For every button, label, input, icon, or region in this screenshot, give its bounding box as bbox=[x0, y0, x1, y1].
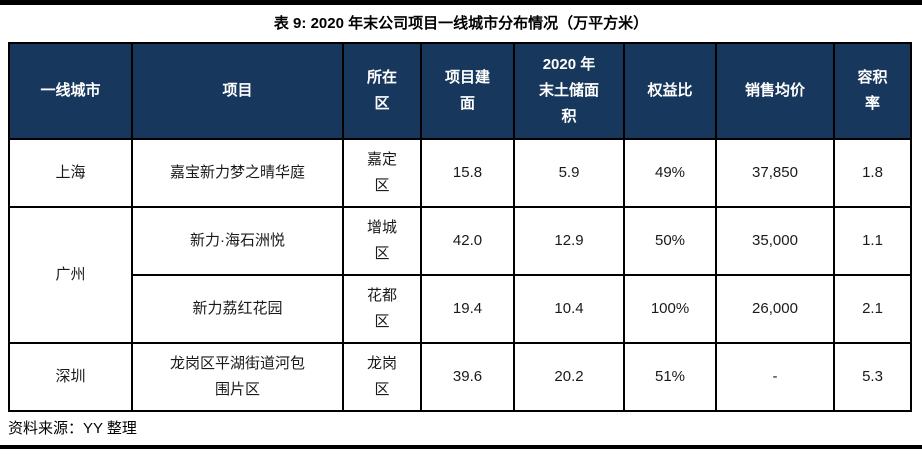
equity-ratio-cell: 50% bbox=[623, 206, 717, 276]
city-cell: 上海 bbox=[8, 138, 133, 208]
project-cell: 新力·海石洲悦 bbox=[131, 206, 344, 276]
table-title: 表 9: 2020 年末公司项目一线城市分布情况（万平方米） bbox=[273, 15, 649, 32]
source-note: 资料来源：YY 整理 bbox=[8, 420, 137, 437]
built-area-cell: 19.4 bbox=[420, 274, 515, 344]
avg-price-cell: 26,000 bbox=[715, 274, 835, 344]
equity-ratio-cell: 100% bbox=[623, 274, 717, 344]
projects-table: 一线城市 项目 所在 区 项目建 面 2020 年 末土储面 积 权益比 销售均… bbox=[8, 42, 912, 412]
equity-ratio-cell: 49% bbox=[623, 138, 717, 208]
district-cell: 增城 区 bbox=[342, 206, 422, 276]
land-reserve-cell: 20.2 bbox=[513, 342, 625, 412]
table-row-guangzhou-1: 广州 新力·海石洲悦 增城 区 42.0 12.9 50% 35,000 1.1 bbox=[8, 206, 912, 344]
equity-ratio-cell: 51% bbox=[623, 342, 717, 412]
plot-ratio-cell: 2.1 bbox=[833, 274, 912, 344]
city-cell: 广州 bbox=[8, 206, 133, 344]
built-area-cell: 39.6 bbox=[420, 342, 515, 412]
district-cell: 龙岗 区 bbox=[342, 342, 422, 412]
land-reserve-cell: 10.4 bbox=[513, 274, 625, 344]
col-header-avg-price: 销售均价 bbox=[715, 42, 835, 140]
col-header-land-reserve: 2020 年 末土储面 积 bbox=[513, 42, 625, 140]
col-header-project: 项目 bbox=[131, 42, 344, 140]
table-row-guangzhou-2: 新力荔红花园 花都 区 19.4 10.4 100% 26,000 2.1 bbox=[9, 274, 912, 344]
land-reserve-cell: 5.9 bbox=[513, 138, 625, 208]
project-cell: 龙岗区平湖街道河包 围片区 bbox=[131, 342, 344, 412]
plot-ratio-cell: 1.1 bbox=[833, 206, 912, 276]
avg-price-cell: 37,850 bbox=[715, 138, 835, 208]
table-row-shenzhen: 深圳 龙岗区平湖街道河包 围片区 龙岗 区 39.6 20.2 51% - 5.… bbox=[8, 342, 912, 412]
plot-ratio-cell: 5.3 bbox=[833, 342, 912, 412]
avg-price-cell: - bbox=[715, 342, 835, 412]
col-header-built-area: 项目建 面 bbox=[420, 42, 515, 140]
project-cell: 嘉宝新力梦之晴华庭 bbox=[131, 138, 344, 208]
city-cell: 深圳 bbox=[8, 342, 133, 412]
built-area-cell: 15.8 bbox=[420, 138, 515, 208]
district-cell: 花都 区 bbox=[342, 274, 422, 344]
col-header-equity-ratio: 权益比 bbox=[623, 42, 717, 140]
plot-ratio-cell: 1.8 bbox=[833, 138, 912, 208]
bottom-rule bbox=[0, 445, 922, 449]
table-row-shanghai: 上海 嘉宝新力梦之晴华庭 嘉定 区 15.8 5.9 49% 37,850 1.… bbox=[8, 138, 912, 208]
land-reserve-cell: 12.9 bbox=[513, 206, 625, 276]
col-header-city: 一线城市 bbox=[8, 42, 133, 140]
header-row: 一线城市 项目 所在 区 项目建 面 2020 年 末土储面 积 权益比 销售均… bbox=[8, 42, 912, 140]
avg-price-cell: 35,000 bbox=[715, 206, 835, 276]
district-cell: 嘉定 区 bbox=[342, 138, 422, 208]
built-area-cell: 42.0 bbox=[420, 206, 515, 276]
col-header-district: 所在 区 bbox=[342, 42, 422, 140]
top-rule bbox=[0, 0, 922, 5]
project-cell: 新力荔红花园 bbox=[131, 274, 344, 344]
col-header-plot-ratio: 容积 率 bbox=[833, 42, 912, 140]
